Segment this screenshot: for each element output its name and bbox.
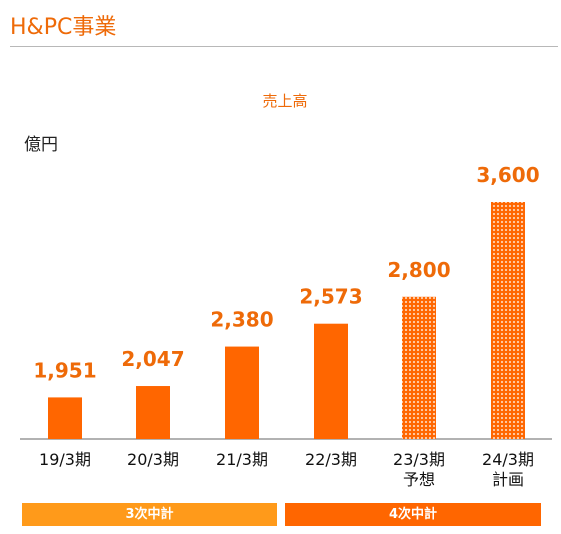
- bar-1: [136, 386, 170, 439]
- x-tick-label-0: 19/3期: [39, 450, 91, 469]
- legend-plan-4: 4次中計: [285, 503, 541, 526]
- x-tick-label-5-line2: 計画: [492, 470, 524, 489]
- x-tick-label-3: 22/3期: [305, 450, 357, 469]
- page-title: H&PC事業: [10, 15, 117, 40]
- bar-3: [314, 323, 348, 439]
- x-tick-label-5: 24/3期: [482, 450, 534, 469]
- value-label-1: 2,047: [121, 347, 184, 371]
- x-tick-label-1: 20/3期: [127, 450, 179, 469]
- bar-2: [225, 346, 259, 439]
- bar-0: [48, 397, 82, 439]
- x-tick-label-4: 23/3期: [393, 450, 445, 469]
- value-label-2: 2,380: [210, 308, 273, 332]
- x-tick-label-4-line2: 予想: [403, 470, 435, 489]
- value-label-4: 2,800: [387, 258, 450, 282]
- chart-title: 売上高: [262, 92, 307, 110]
- value-label-0: 1,951: [33, 358, 96, 382]
- title-divider: [10, 46, 558, 47]
- bar-5: [491, 202, 525, 439]
- legend-plan-3-label: 3次中計: [125, 507, 174, 522]
- value-label-5: 3,600: [476, 163, 539, 187]
- y-axis-unit-label: 億円: [24, 135, 58, 155]
- legend-plan-4-label: 4次中計: [388, 507, 438, 522]
- bar-4: [402, 296, 436, 439]
- legend-plan-3: 3次中計: [22, 503, 277, 526]
- value-label-3: 2,573: [299, 285, 362, 309]
- x-tick-label-2: 21/3期: [216, 450, 268, 469]
